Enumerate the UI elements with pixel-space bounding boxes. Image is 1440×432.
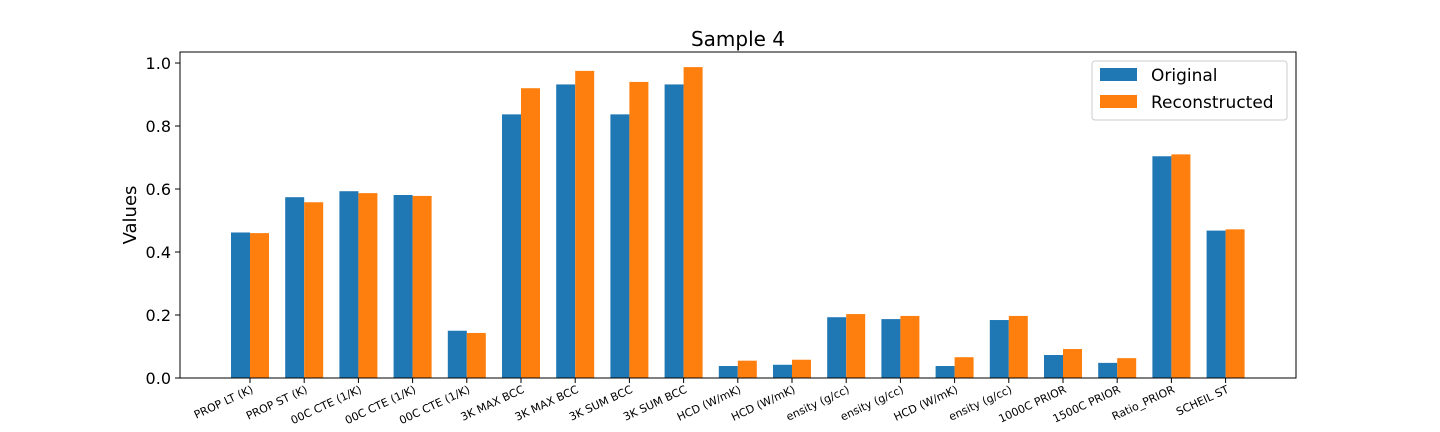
bar-reconstructed (250, 233, 269, 378)
bar-original (447, 330, 467, 378)
y-tick-label: 0.4 (146, 243, 171, 262)
legend: Original Reconstructed (1091, 60, 1288, 121)
bar-reconstructed (412, 195, 432, 378)
bar-reconstructed (466, 332, 486, 378)
bar-reconstructed (954, 357, 974, 378)
x-axis: PROP LT (K)PROP ST (K)00C CTE (1/K)00C C… (192, 378, 1231, 427)
legend-swatch (1100, 68, 1137, 81)
y-tick-label: 0.0 (146, 369, 171, 388)
plot-frame (179, 51, 1297, 379)
bar-original (989, 320, 1009, 378)
bar-original (827, 317, 847, 378)
bar-original (502, 114, 521, 379)
bar-original (718, 366, 738, 378)
bar-reconstructed (629, 81, 649, 379)
legend-label: Reconstructed (1151, 93, 1274, 113)
bars-group (231, 67, 1245, 379)
bar-original (1152, 156, 1172, 378)
bar-original (1206, 230, 1226, 378)
legend-box (1091, 60, 1288, 121)
bar-reconstructed (737, 360, 757, 378)
bar-reconstructed (304, 202, 324, 378)
bar-reconstructed (1117, 358, 1137, 378)
x-tick-label: SCHEIL ST (1174, 383, 1231, 419)
y-axis-label: Values (120, 186, 141, 245)
bar-original (664, 84, 684, 378)
bar-original (610, 114, 630, 379)
bar-reconstructed (683, 67, 703, 379)
bar-original (285, 197, 305, 378)
bar-original (773, 364, 792, 378)
legend-label: Original (1151, 66, 1218, 86)
y-axis: 0.0 0.2 0.4 0.6 0.8 1.0 (146, 54, 180, 388)
bar-original (556, 84, 576, 378)
bar-reconstructed (358, 193, 378, 378)
bar-original (935, 366, 955, 378)
bar-reconstructed (1008, 315, 1028, 378)
bar-original (339, 191, 359, 378)
bar-reconstructed (792, 359, 811, 378)
y-tick-label: 0.6 (146, 180, 171, 199)
bar-reconstructed (846, 314, 866, 378)
x-tick-label: Ratio_PRIOR (1110, 383, 1177, 423)
bar-original (1098, 362, 1118, 378)
bar-reconstructed (1225, 229, 1245, 378)
y-tick-label: 1.0 (146, 54, 171, 73)
bar-original (1044, 355, 1063, 378)
chart-title: Sample 4 (691, 27, 785, 51)
bar-original (393, 195, 413, 378)
bar-original (231, 232, 250, 378)
bar-original (881, 319, 901, 378)
bar-reconstructed (900, 315, 920, 378)
legend-swatch (1100, 95, 1137, 108)
y-tick-label: 0.2 (146, 306, 171, 325)
bar-reconstructed (575, 70, 595, 379)
y-tick-label: 0.8 (146, 117, 171, 136)
bar-reconstructed (1063, 349, 1082, 378)
bar-reconstructed (521, 88, 540, 378)
bar-reconstructed (1171, 154, 1191, 378)
